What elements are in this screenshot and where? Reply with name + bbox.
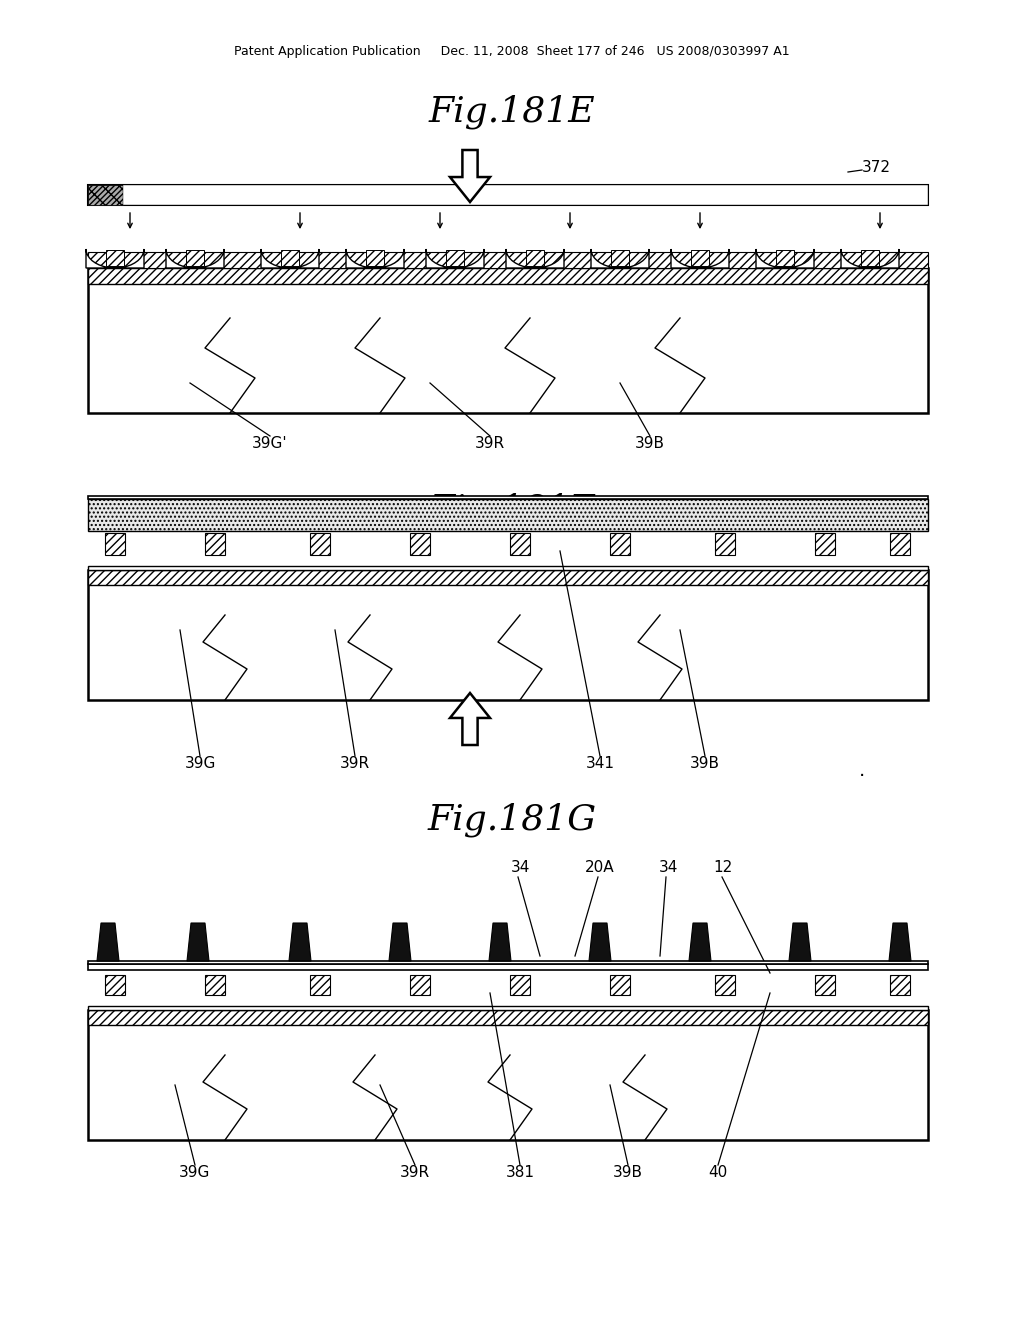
Text: Fig.181F: Fig.181F (429, 492, 595, 527)
Bar (715, 975, 735, 995)
Text: 20A: 20A (585, 861, 614, 875)
Text: 39G: 39G (179, 1166, 211, 1180)
Polygon shape (841, 249, 899, 268)
Polygon shape (450, 693, 490, 744)
Bar (88, 268, 928, 413)
Bar (123, 185, 928, 205)
Bar (526, 249, 544, 267)
Bar (88, 252, 928, 268)
Polygon shape (97, 923, 119, 961)
Bar (610, 533, 630, 554)
Text: 39R: 39R (340, 756, 370, 771)
Text: Fig.181E: Fig.181E (429, 95, 595, 129)
Bar (88, 185, 123, 205)
Polygon shape (790, 923, 811, 961)
Bar (510, 975, 530, 995)
Text: 40: 40 (709, 1166, 728, 1180)
Text: 12: 12 (714, 861, 732, 875)
Polygon shape (389, 923, 411, 961)
Bar (366, 249, 384, 267)
Bar (715, 533, 735, 554)
Polygon shape (187, 923, 209, 961)
Bar (410, 975, 430, 995)
Text: 372: 372 (862, 161, 891, 176)
Bar (205, 533, 225, 554)
Polygon shape (489, 923, 511, 961)
Text: Fig.181G: Fig.181G (427, 803, 597, 837)
Bar (410, 533, 430, 554)
Text: 39R: 39R (400, 1166, 430, 1180)
Polygon shape (506, 249, 564, 268)
Bar (88, 268, 928, 284)
Text: .: . (859, 762, 865, 780)
Polygon shape (756, 249, 814, 268)
Text: 39B: 39B (635, 436, 665, 451)
Polygon shape (289, 923, 311, 961)
Polygon shape (346, 249, 404, 268)
Polygon shape (426, 249, 484, 268)
Bar (88, 496, 928, 499)
Text: 39G: 39G (184, 756, 216, 771)
Bar (88, 1010, 928, 1026)
Bar (890, 533, 910, 554)
Bar (611, 249, 629, 267)
Bar (446, 249, 464, 267)
Text: 39B: 39B (690, 756, 720, 771)
Bar (88, 185, 928, 205)
Bar (88, 570, 928, 585)
Bar (890, 975, 910, 995)
Bar (815, 533, 835, 554)
Bar (106, 249, 124, 267)
Bar (815, 975, 835, 995)
Bar (861, 249, 879, 267)
Bar (310, 975, 330, 995)
Bar (205, 975, 225, 995)
Bar (691, 249, 709, 267)
Text: 34: 34 (658, 861, 678, 875)
Polygon shape (671, 249, 729, 268)
Bar (105, 533, 125, 554)
Bar (610, 975, 630, 995)
Polygon shape (86, 249, 144, 268)
Polygon shape (591, 249, 649, 268)
Bar (105, 975, 125, 995)
Text: 381: 381 (506, 1166, 535, 1180)
Bar (281, 249, 299, 267)
Text: 34: 34 (510, 861, 529, 875)
Text: Patent Application Publication     Dec. 11, 2008  Sheet 177 of 246   US 2008/030: Patent Application Publication Dec. 11, … (234, 45, 790, 58)
Polygon shape (166, 249, 224, 268)
Text: 39B: 39B (613, 1166, 643, 1180)
Bar (88, 1006, 928, 1010)
Text: 39G': 39G' (252, 436, 288, 451)
Bar (776, 249, 794, 267)
Text: 341: 341 (586, 756, 614, 771)
Polygon shape (261, 249, 319, 268)
Bar (186, 249, 204, 267)
Polygon shape (589, 923, 611, 961)
Bar (88, 570, 928, 700)
Bar (88, 1010, 928, 1140)
Polygon shape (450, 150, 490, 202)
Text: 39R: 39R (475, 436, 505, 451)
Bar (88, 566, 928, 570)
Bar (310, 533, 330, 554)
Bar (510, 533, 530, 554)
Bar (88, 499, 928, 531)
Bar (123, 185, 928, 205)
Polygon shape (889, 923, 911, 961)
Bar (88, 961, 928, 964)
Polygon shape (689, 923, 711, 961)
Bar (88, 964, 928, 970)
